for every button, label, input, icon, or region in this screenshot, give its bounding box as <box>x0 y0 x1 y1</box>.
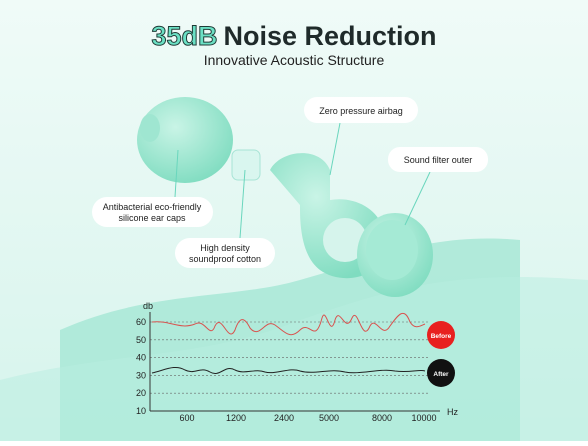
y-tick-label: 40 <box>136 353 146 363</box>
y-tick-label: 10 <box>136 406 146 416</box>
callout-text: silicone ear caps <box>118 213 186 223</box>
leader-line <box>404 171 431 226</box>
callout-text: soundproof cotton <box>189 254 261 264</box>
cotton <box>231 149 261 181</box>
y-unit: db <box>143 301 153 311</box>
x-unit: Hz <box>447 407 458 417</box>
x-tick-label: 600 <box>179 413 194 423</box>
after-badge <box>427 359 455 387</box>
before-badge <box>427 321 455 349</box>
callout-text: Sound filter outer <box>404 155 473 165</box>
subtitle: Innovative Acoustic Structure <box>204 52 385 68</box>
callout-text: High density <box>200 243 250 253</box>
callout: Antibacterial eco-friendly silicone ear … <box>92 149 213 227</box>
callout: Zero pressure airbag <box>304 97 418 176</box>
ear-cap <box>137 97 233 183</box>
y-tick-label: 20 <box>136 388 146 398</box>
y-tick-label: 60 <box>136 317 146 327</box>
y-tick-label: 50 <box>136 335 146 345</box>
after-label: After <box>433 371 449 378</box>
filter-outer <box>357 213 433 297</box>
leader-line <box>329 122 341 176</box>
after-curve <box>151 367 426 374</box>
y-tick-label: 30 <box>136 370 146 380</box>
earplug-body <box>270 153 386 279</box>
x-tick-label: 2400 <box>274 413 294 423</box>
leader-line <box>239 169 246 239</box>
before-curve <box>151 312 426 336</box>
title: 35dB Noise Reduction <box>151 21 436 51</box>
background-wave <box>0 276 588 441</box>
callout-text: Antibacterial eco-friendly <box>103 202 202 212</box>
leader-line <box>174 149 179 198</box>
x-tick-label: 10000 <box>411 413 436 423</box>
callout: Sound filter outer <box>388 147 488 226</box>
x-tick-label: 1200 <box>226 413 246 423</box>
before-label: Before <box>431 333 452 340</box>
x-tick-label: 5000 <box>319 413 339 423</box>
callout-text: Zero pressure airbag <box>319 106 403 116</box>
callout: High density soundproof cotton <box>175 169 275 268</box>
x-tick-label: 8000 <box>372 413 392 423</box>
